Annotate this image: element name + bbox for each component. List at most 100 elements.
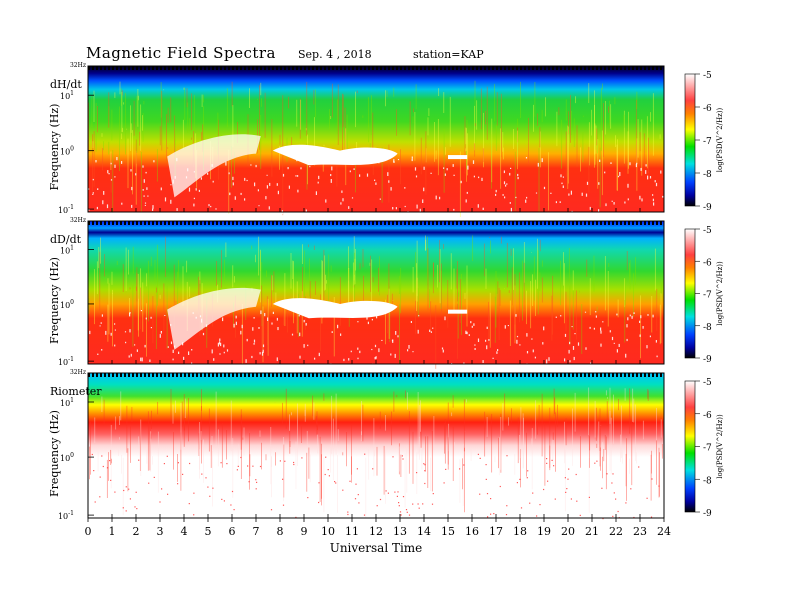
band-tick xyxy=(508,221,510,225)
speckle xyxy=(612,515,614,517)
speckle xyxy=(347,511,349,513)
speckle xyxy=(497,349,499,351)
band-tick xyxy=(652,221,654,225)
speckle xyxy=(650,516,653,518)
band-tick xyxy=(348,373,350,377)
band-tick xyxy=(548,221,550,225)
band-tick xyxy=(600,373,602,377)
band-tick xyxy=(124,373,126,377)
speckle xyxy=(529,502,531,504)
band-tick xyxy=(488,221,490,225)
band-tick xyxy=(644,66,646,70)
band-tick xyxy=(432,221,434,225)
speckle xyxy=(297,189,299,193)
band-tick xyxy=(136,373,138,377)
speckle xyxy=(404,187,406,189)
band-tick xyxy=(524,66,526,70)
x-tick-label: 21 xyxy=(585,525,599,538)
band-tick xyxy=(640,66,642,70)
band-tick xyxy=(416,221,418,225)
band-tick xyxy=(544,221,546,225)
speckle xyxy=(201,473,203,475)
speckle xyxy=(88,209,90,211)
band-tick xyxy=(600,221,602,225)
band-tick xyxy=(568,66,570,70)
speckle xyxy=(267,317,269,321)
band-tick xyxy=(564,66,566,70)
y-tick-exponent: -1 xyxy=(68,510,74,517)
band-tick xyxy=(332,221,334,225)
speckle xyxy=(253,317,255,319)
band-tick xyxy=(652,66,654,70)
speckle xyxy=(482,360,484,363)
speckle xyxy=(568,468,570,470)
band-tick xyxy=(224,221,226,225)
x-tick-label: 11 xyxy=(345,525,359,538)
speckle xyxy=(114,344,116,347)
speckle xyxy=(388,180,390,183)
speckle xyxy=(396,495,398,497)
speckle xyxy=(356,468,358,470)
speckle xyxy=(526,477,528,479)
band-tick xyxy=(264,221,266,225)
speckle xyxy=(348,358,350,361)
speckle xyxy=(193,197,195,200)
speckle xyxy=(340,333,342,336)
speckle xyxy=(554,498,556,500)
speckle xyxy=(493,513,495,515)
speckle xyxy=(645,164,647,167)
speckle xyxy=(517,177,519,180)
band-tick xyxy=(632,221,634,225)
speckle xyxy=(276,317,278,321)
band-tick xyxy=(656,66,658,70)
band-tick xyxy=(304,373,306,377)
speckle xyxy=(463,362,465,364)
speckle xyxy=(548,357,550,361)
band-tick xyxy=(492,221,494,225)
speckle xyxy=(144,202,147,204)
speckle xyxy=(205,477,207,479)
band-tick xyxy=(264,66,266,70)
speckle xyxy=(600,343,602,347)
band-tick xyxy=(192,221,194,225)
speckle xyxy=(575,473,577,476)
band-tick xyxy=(104,373,106,377)
band-tick xyxy=(632,373,634,377)
band-tick xyxy=(424,373,426,377)
speckle xyxy=(459,468,461,470)
band-tick xyxy=(224,373,226,377)
speckle xyxy=(555,316,557,318)
band-tick xyxy=(412,373,414,377)
band-tick xyxy=(260,221,262,225)
speckle xyxy=(419,208,421,213)
speckle xyxy=(142,189,144,191)
band-tick xyxy=(568,373,570,377)
speckle xyxy=(488,339,490,341)
speckle xyxy=(400,514,402,516)
speckle xyxy=(506,505,508,507)
band-tick xyxy=(220,373,222,377)
speckle xyxy=(474,344,476,346)
speckle xyxy=(398,505,400,507)
speckle xyxy=(136,349,138,352)
speckle xyxy=(114,491,116,493)
speckle xyxy=(99,325,101,327)
band-tick xyxy=(588,221,590,225)
band-tick xyxy=(352,373,354,377)
band-tick xyxy=(444,373,446,377)
band-tick xyxy=(200,373,202,377)
band-tick xyxy=(464,66,466,70)
speckle xyxy=(639,334,641,337)
speckle xyxy=(616,349,618,353)
band-tick xyxy=(88,373,90,377)
saturation-patch xyxy=(272,298,398,319)
speckle xyxy=(507,325,509,327)
speckle xyxy=(357,321,359,323)
speckle xyxy=(496,351,498,354)
speckle xyxy=(506,455,508,457)
band-tick xyxy=(252,221,254,225)
speckle xyxy=(363,514,366,516)
speckle xyxy=(167,346,169,348)
band-tick xyxy=(136,66,138,70)
